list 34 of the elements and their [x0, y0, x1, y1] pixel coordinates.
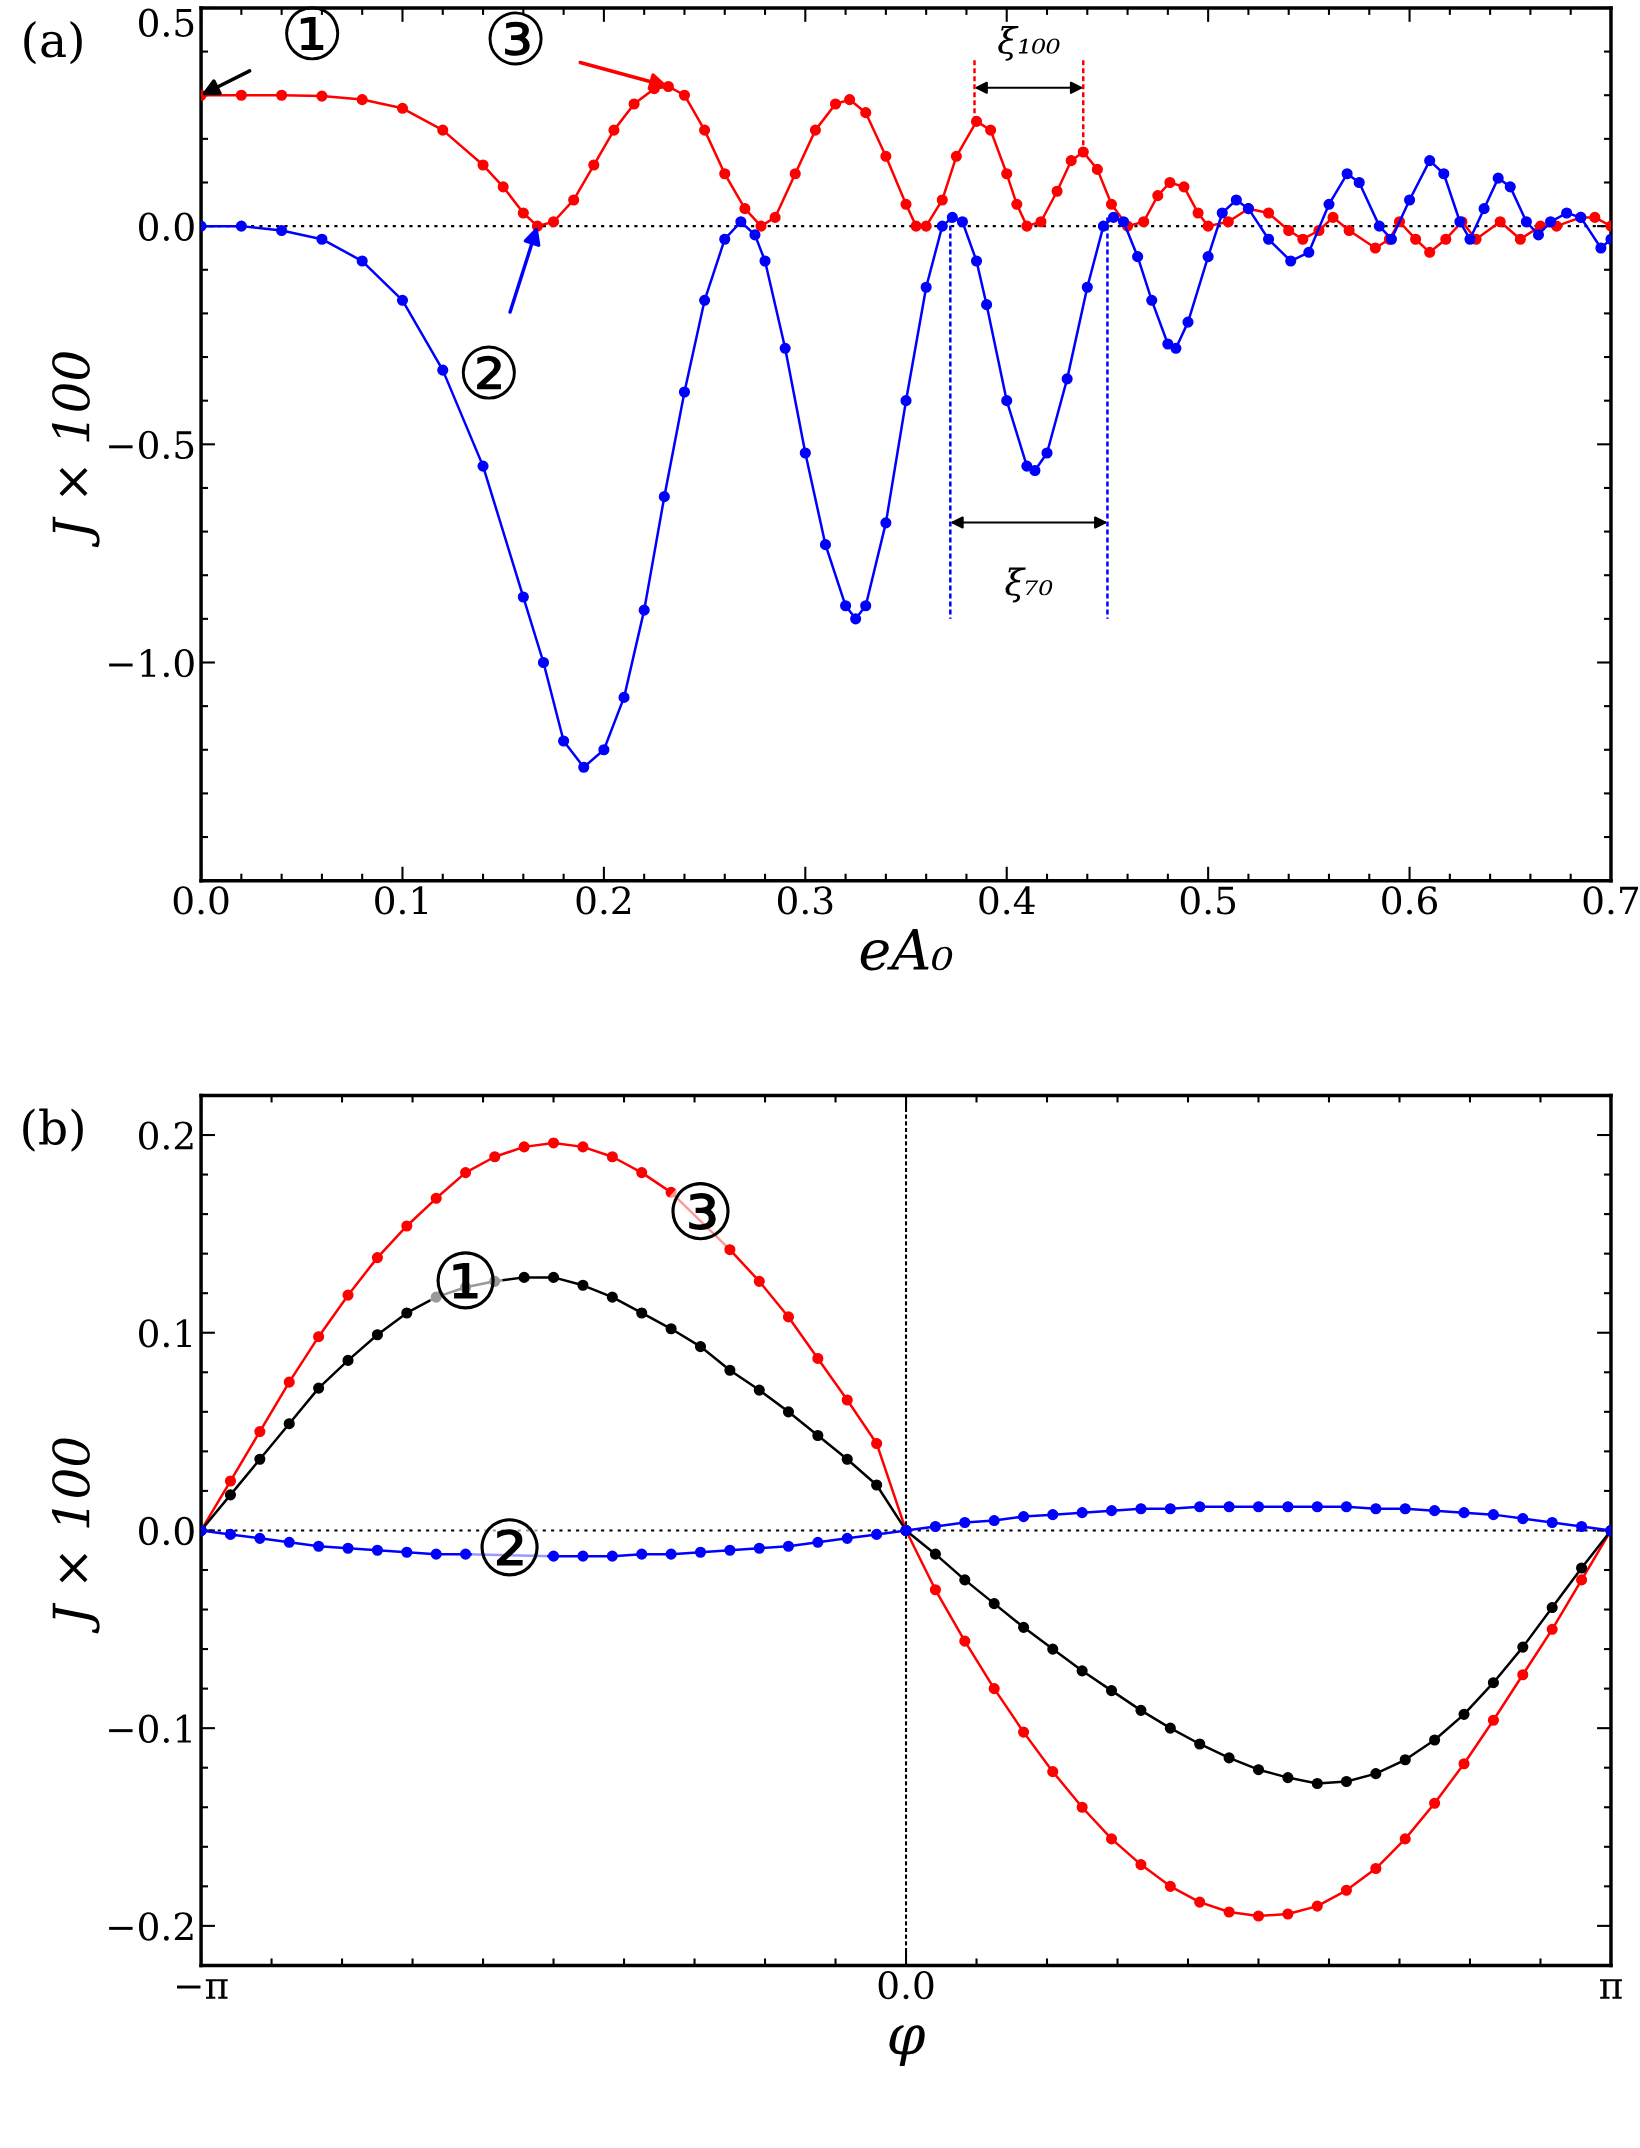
annotation: ②: [480, 1518, 539, 1577]
x-axis-title: eA₀: [860, 929, 953, 971]
annotation: ξ₇₀: [1005, 567, 1053, 603]
annotation: ②: [461, 345, 516, 400]
y-tick-label: 0.0: [139, 1516, 194, 1546]
x-tick-label: 0.7: [1583, 886, 1639, 915]
x-tick-label: 0.4: [979, 886, 1035, 915]
y-axis-title: J × 100: [52, 352, 100, 548]
x-tick-label: 0.0: [878, 1970, 934, 2000]
annotation: ③: [671, 1182, 730, 1241]
x-tick-label: 0.6: [1382, 886, 1438, 915]
x-tick-label: −π: [177, 1979, 228, 1999]
x-tick-label: 0.5: [1180, 886, 1236, 915]
x-tick-label: 0.2: [576, 886, 631, 915]
y-tick-label: −0.1: [109, 1714, 191, 1743]
text: (b): [23, 1108, 83, 1152]
annotation: ①: [285, 6, 340, 61]
text: (a): [24, 21, 82, 65]
y-tick-label: −1.0: [109, 648, 194, 678]
x-tick-label: π: [1600, 1979, 1622, 1999]
y-tick-label: 0.0: [139, 212, 194, 241]
y-axis-title: J × 100: [52, 1438, 100, 1634]
y-tick-label: 0.5: [139, 8, 194, 37]
y-tick-label: 0.1: [139, 1319, 191, 1348]
y-tick-label: −0.5: [109, 430, 194, 460]
x-tick-label: 0.3: [777, 886, 833, 915]
x-tick-label: 0.1: [375, 886, 427, 915]
y-tick-label: 0.2: [139, 1121, 193, 1150]
y-tick-label: −0.2: [109, 1912, 193, 1941]
x-tick-label: 0.0: [173, 886, 229, 915]
x-axis-title: φ: [889, 2025, 925, 2066]
annotation: ③: [488, 11, 543, 66]
annotation: ξ₁₀₀: [998, 25, 1060, 61]
annotation: ①: [436, 1251, 495, 1310]
